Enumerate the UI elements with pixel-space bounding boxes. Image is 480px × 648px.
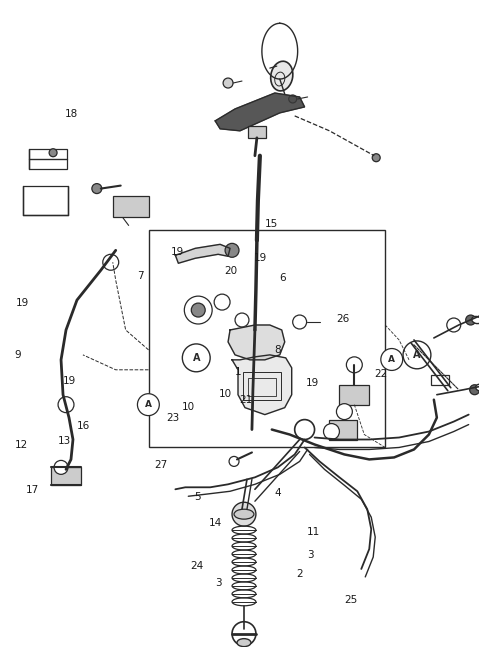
- Bar: [339, 385, 369, 404]
- Text: 26: 26: [336, 314, 349, 324]
- Circle shape: [232, 502, 256, 526]
- Text: 15: 15: [265, 219, 278, 229]
- Text: 5: 5: [195, 492, 201, 502]
- Text: 3: 3: [215, 578, 222, 588]
- Text: 20: 20: [225, 266, 238, 276]
- Circle shape: [49, 149, 57, 157]
- Circle shape: [54, 461, 68, 474]
- Ellipse shape: [271, 62, 293, 91]
- Text: 12: 12: [15, 440, 28, 450]
- Bar: [51, 467, 81, 485]
- Bar: [148, 231, 385, 448]
- Text: A: A: [192, 353, 200, 363]
- Polygon shape: [175, 244, 230, 263]
- Polygon shape: [215, 93, 305, 131]
- Text: 21: 21: [239, 395, 252, 405]
- Text: 3: 3: [307, 550, 313, 560]
- Bar: [329, 420, 357, 439]
- Text: 6: 6: [279, 273, 286, 283]
- Polygon shape: [232, 355, 292, 415]
- Circle shape: [225, 244, 239, 257]
- Text: 10: 10: [218, 389, 232, 399]
- Text: 7: 7: [137, 271, 144, 281]
- Text: A: A: [388, 355, 395, 364]
- Circle shape: [192, 303, 205, 317]
- Text: 27: 27: [154, 459, 168, 470]
- Circle shape: [381, 349, 403, 371]
- Circle shape: [235, 313, 249, 327]
- Bar: [248, 126, 266, 138]
- Bar: [113, 196, 148, 218]
- Bar: [23, 185, 68, 216]
- Circle shape: [137, 394, 159, 415]
- Text: 13: 13: [58, 437, 71, 446]
- Circle shape: [103, 254, 119, 270]
- Text: 4: 4: [275, 488, 281, 498]
- Circle shape: [295, 420, 314, 439]
- Text: 1: 1: [235, 367, 242, 377]
- Text: 18: 18: [64, 110, 78, 119]
- Circle shape: [336, 404, 352, 420]
- Text: 23: 23: [166, 413, 180, 422]
- Circle shape: [447, 318, 461, 332]
- Text: 16: 16: [77, 421, 90, 431]
- Circle shape: [293, 315, 307, 329]
- Text: 19: 19: [253, 253, 266, 263]
- Text: A: A: [145, 400, 152, 409]
- Ellipse shape: [234, 509, 254, 519]
- Ellipse shape: [237, 639, 251, 647]
- Bar: [29, 149, 67, 168]
- Polygon shape: [228, 325, 285, 360]
- Ellipse shape: [476, 384, 480, 391]
- Text: 8: 8: [275, 345, 281, 355]
- Text: 25: 25: [344, 595, 357, 605]
- Text: 19: 19: [171, 247, 184, 257]
- Text: 19: 19: [16, 298, 29, 308]
- Circle shape: [182, 344, 210, 372]
- Bar: [431, 375, 449, 385]
- Bar: [243, 372, 281, 400]
- Circle shape: [347, 357, 362, 373]
- Bar: [248, 378, 276, 396]
- Text: 19: 19: [306, 378, 319, 388]
- Text: 22: 22: [374, 369, 388, 379]
- Circle shape: [403, 341, 431, 369]
- Text: A: A: [413, 350, 420, 360]
- Circle shape: [229, 456, 239, 467]
- Circle shape: [223, 78, 233, 88]
- Circle shape: [92, 183, 102, 194]
- Text: 11: 11: [307, 527, 320, 537]
- Circle shape: [232, 621, 256, 645]
- Circle shape: [288, 95, 297, 103]
- Circle shape: [184, 296, 212, 324]
- Circle shape: [372, 154, 380, 162]
- Text: 9: 9: [15, 350, 22, 360]
- Text: 17: 17: [26, 485, 39, 496]
- Text: 2: 2: [296, 569, 303, 579]
- Text: 14: 14: [209, 518, 222, 527]
- Circle shape: [469, 385, 480, 395]
- Circle shape: [214, 294, 230, 310]
- Text: 10: 10: [182, 402, 195, 411]
- Ellipse shape: [472, 316, 480, 323]
- Circle shape: [324, 424, 339, 439]
- Text: 19: 19: [62, 376, 76, 386]
- Text: 24: 24: [190, 561, 203, 571]
- Circle shape: [466, 315, 476, 325]
- Circle shape: [58, 397, 74, 413]
